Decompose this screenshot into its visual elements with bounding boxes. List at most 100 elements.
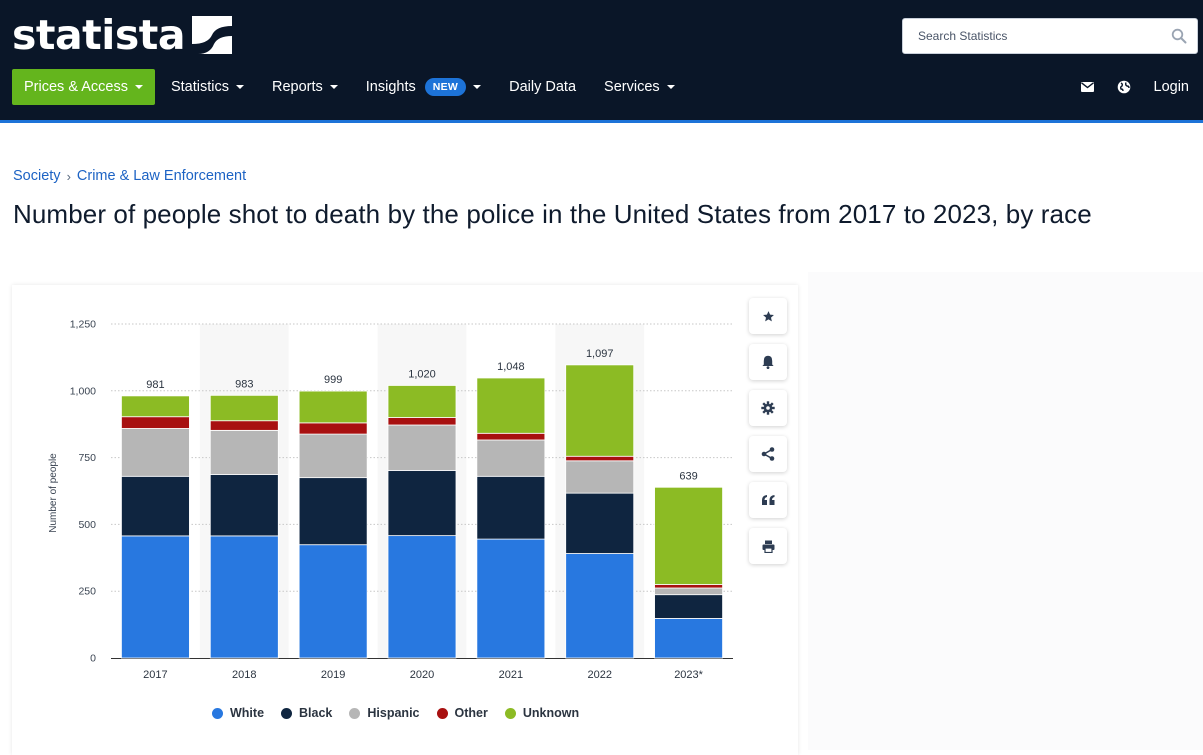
logo-text: statista	[12, 11, 186, 59]
total-data-label: 1,097	[586, 348, 614, 360]
legend-item-unknown[interactable]: Unknown	[504, 706, 580, 720]
bar-segment-white	[209, 535, 279, 659]
legend-label: Black	[299, 706, 333, 720]
legend-item-hispanic[interactable]: Hispanic	[349, 706, 420, 720]
nav-label: Reports	[271, 79, 323, 95]
total-data-label: 1,048	[497, 361, 525, 373]
star-icon	[762, 310, 774, 321]
legend-label: Unknown	[522, 706, 580, 720]
x-tick-label: 2023*	[674, 669, 703, 681]
nav-statistics[interactable]: Statistics	[159, 69, 256, 105]
bar-segment-unknown	[476, 377, 546, 434]
legend-item-white[interactable]: White	[212, 706, 264, 720]
bar-segment-black	[387, 470, 457, 537]
bar-segment-white	[121, 535, 190, 659]
breadcrumb: Society › Crime & Law Enforcement	[13, 168, 246, 184]
y-tick-label: 250	[78, 586, 96, 598]
legend-label: White	[230, 706, 265, 720]
logo-mark-icon	[192, 16, 232, 54]
legend-item-other[interactable]: Other	[436, 706, 488, 720]
page-title: Number of people shot to death by the po…	[13, 199, 1092, 229]
bar-segment-other	[654, 584, 723, 589]
bar-segment-white	[565, 553, 635, 659]
bar-segment-other	[476, 432, 546, 441]
new-badge: NEW	[424, 78, 467, 96]
bar-segment-other	[121, 416, 190, 429]
favorite-button[interactable]	[749, 298, 787, 334]
x-tick-label: 2022	[587, 669, 611, 681]
settings-button[interactable]	[749, 390, 787, 426]
bar-segment-white	[298, 544, 368, 659]
y-axis-title: Number of people	[48, 453, 59, 533]
nav-label: Insights	[365, 79, 416, 95]
stacked-bar-chart: 0 250 500 750 1,000 1,250 Number of people 981 2…	[48, 319, 733, 681]
y-tick-label: 0	[90, 653, 96, 665]
bar-segment-unknown	[387, 385, 457, 418]
bar-segment-white	[654, 618, 723, 659]
bell-icon	[762, 355, 774, 369]
y-tick-label: 1,000	[70, 385, 96, 397]
total-data-label: 999	[324, 374, 342, 386]
bar-segment-hispanic	[565, 460, 635, 494]
bar-segment-hispanic	[387, 424, 457, 471]
main-nav: Prices & Access Statistics Reports Insig…	[12, 69, 691, 105]
notification-button[interactable]	[749, 344, 787, 380]
legend-swatch-unknown	[504, 707, 516, 719]
quote-icon	[761, 495, 774, 505]
bar-segment-unknown	[654, 486, 723, 585]
bar-segment-black	[209, 474, 279, 537]
login-link[interactable]: Login	[1153, 79, 1189, 95]
total-data-label: 983	[235, 378, 253, 390]
nav-label: Statistics	[170, 79, 229, 95]
globe-icon[interactable]	[1116, 79, 1132, 95]
nav-label: Daily Data	[509, 79, 577, 95]
total-data-label: 639	[679, 470, 697, 482]
header-accent-line	[0, 120, 1203, 123]
right-sidebar-area	[808, 272, 1203, 750]
print-icon	[762, 540, 774, 553]
bar-segment-hispanic	[654, 587, 723, 596]
bar-segment-black	[565, 492, 635, 554]
search-input[interactable]	[903, 19, 1158, 53]
legend-swatch-white	[212, 707, 223, 719]
bar-segment-unknown	[121, 395, 190, 418]
print-button[interactable]	[749, 528, 787, 564]
legend-label: Hispanic	[367, 706, 420, 720]
bar-segment-hispanic	[298, 433, 368, 479]
legend-label: Other	[454, 706, 488, 720]
breadcrumb-crime-law[interactable]: Crime & Law Enforcement	[76, 168, 247, 184]
y-tick-label: 750	[78, 452, 96, 464]
bar-segment-hispanic	[121, 428, 190, 477]
total-data-label: 1,020	[408, 368, 436, 380]
chevron-down-icon	[473, 85, 482, 89]
bar-segment-hispanic	[476, 439, 546, 477]
x-tick-label: 2018	[232, 669, 256, 681]
legend-item-black[interactable]: Black	[281, 706, 332, 720]
search-box	[902, 18, 1198, 54]
breadcrumb-society[interactable]: Society	[13, 168, 61, 184]
gear-icon	[761, 401, 775, 415]
legend-swatch-hispanic	[349, 707, 361, 719]
nav-label: Prices & Access	[24, 79, 128, 95]
bar-segment-black	[298, 477, 368, 546]
nav-services[interactable]: Services	[592, 69, 687, 105]
chevron-down-icon	[329, 85, 338, 89]
search-icon[interactable]	[1171, 28, 1187, 44]
nav-insights[interactable]: Insights NEW	[354, 69, 493, 105]
nav-prices-access[interactable]: Prices & Access	[12, 69, 155, 105]
statista-logo[interactable]: statista	[12, 12, 232, 58]
nav-right: Login	[1060, 69, 1189, 105]
x-tick-label: 2021	[499, 669, 523, 681]
chevron-right-icon: ›	[66, 168, 71, 184]
x-tick-label: 2019	[321, 669, 345, 681]
nav-daily-data[interactable]: Daily Data	[497, 69, 588, 105]
cite-button[interactable]	[749, 482, 787, 518]
bar-segment-white	[476, 538, 546, 659]
bar-segment-other	[565, 455, 635, 462]
nav-reports[interactable]: Reports	[260, 69, 350, 105]
x-tick-label: 2017	[143, 669, 167, 681]
share-button[interactable]	[749, 436, 787, 472]
bar-segment-unknown	[565, 364, 635, 457]
legend-swatch-black	[281, 707, 293, 719]
mail-icon[interactable]	[1080, 79, 1096, 95]
